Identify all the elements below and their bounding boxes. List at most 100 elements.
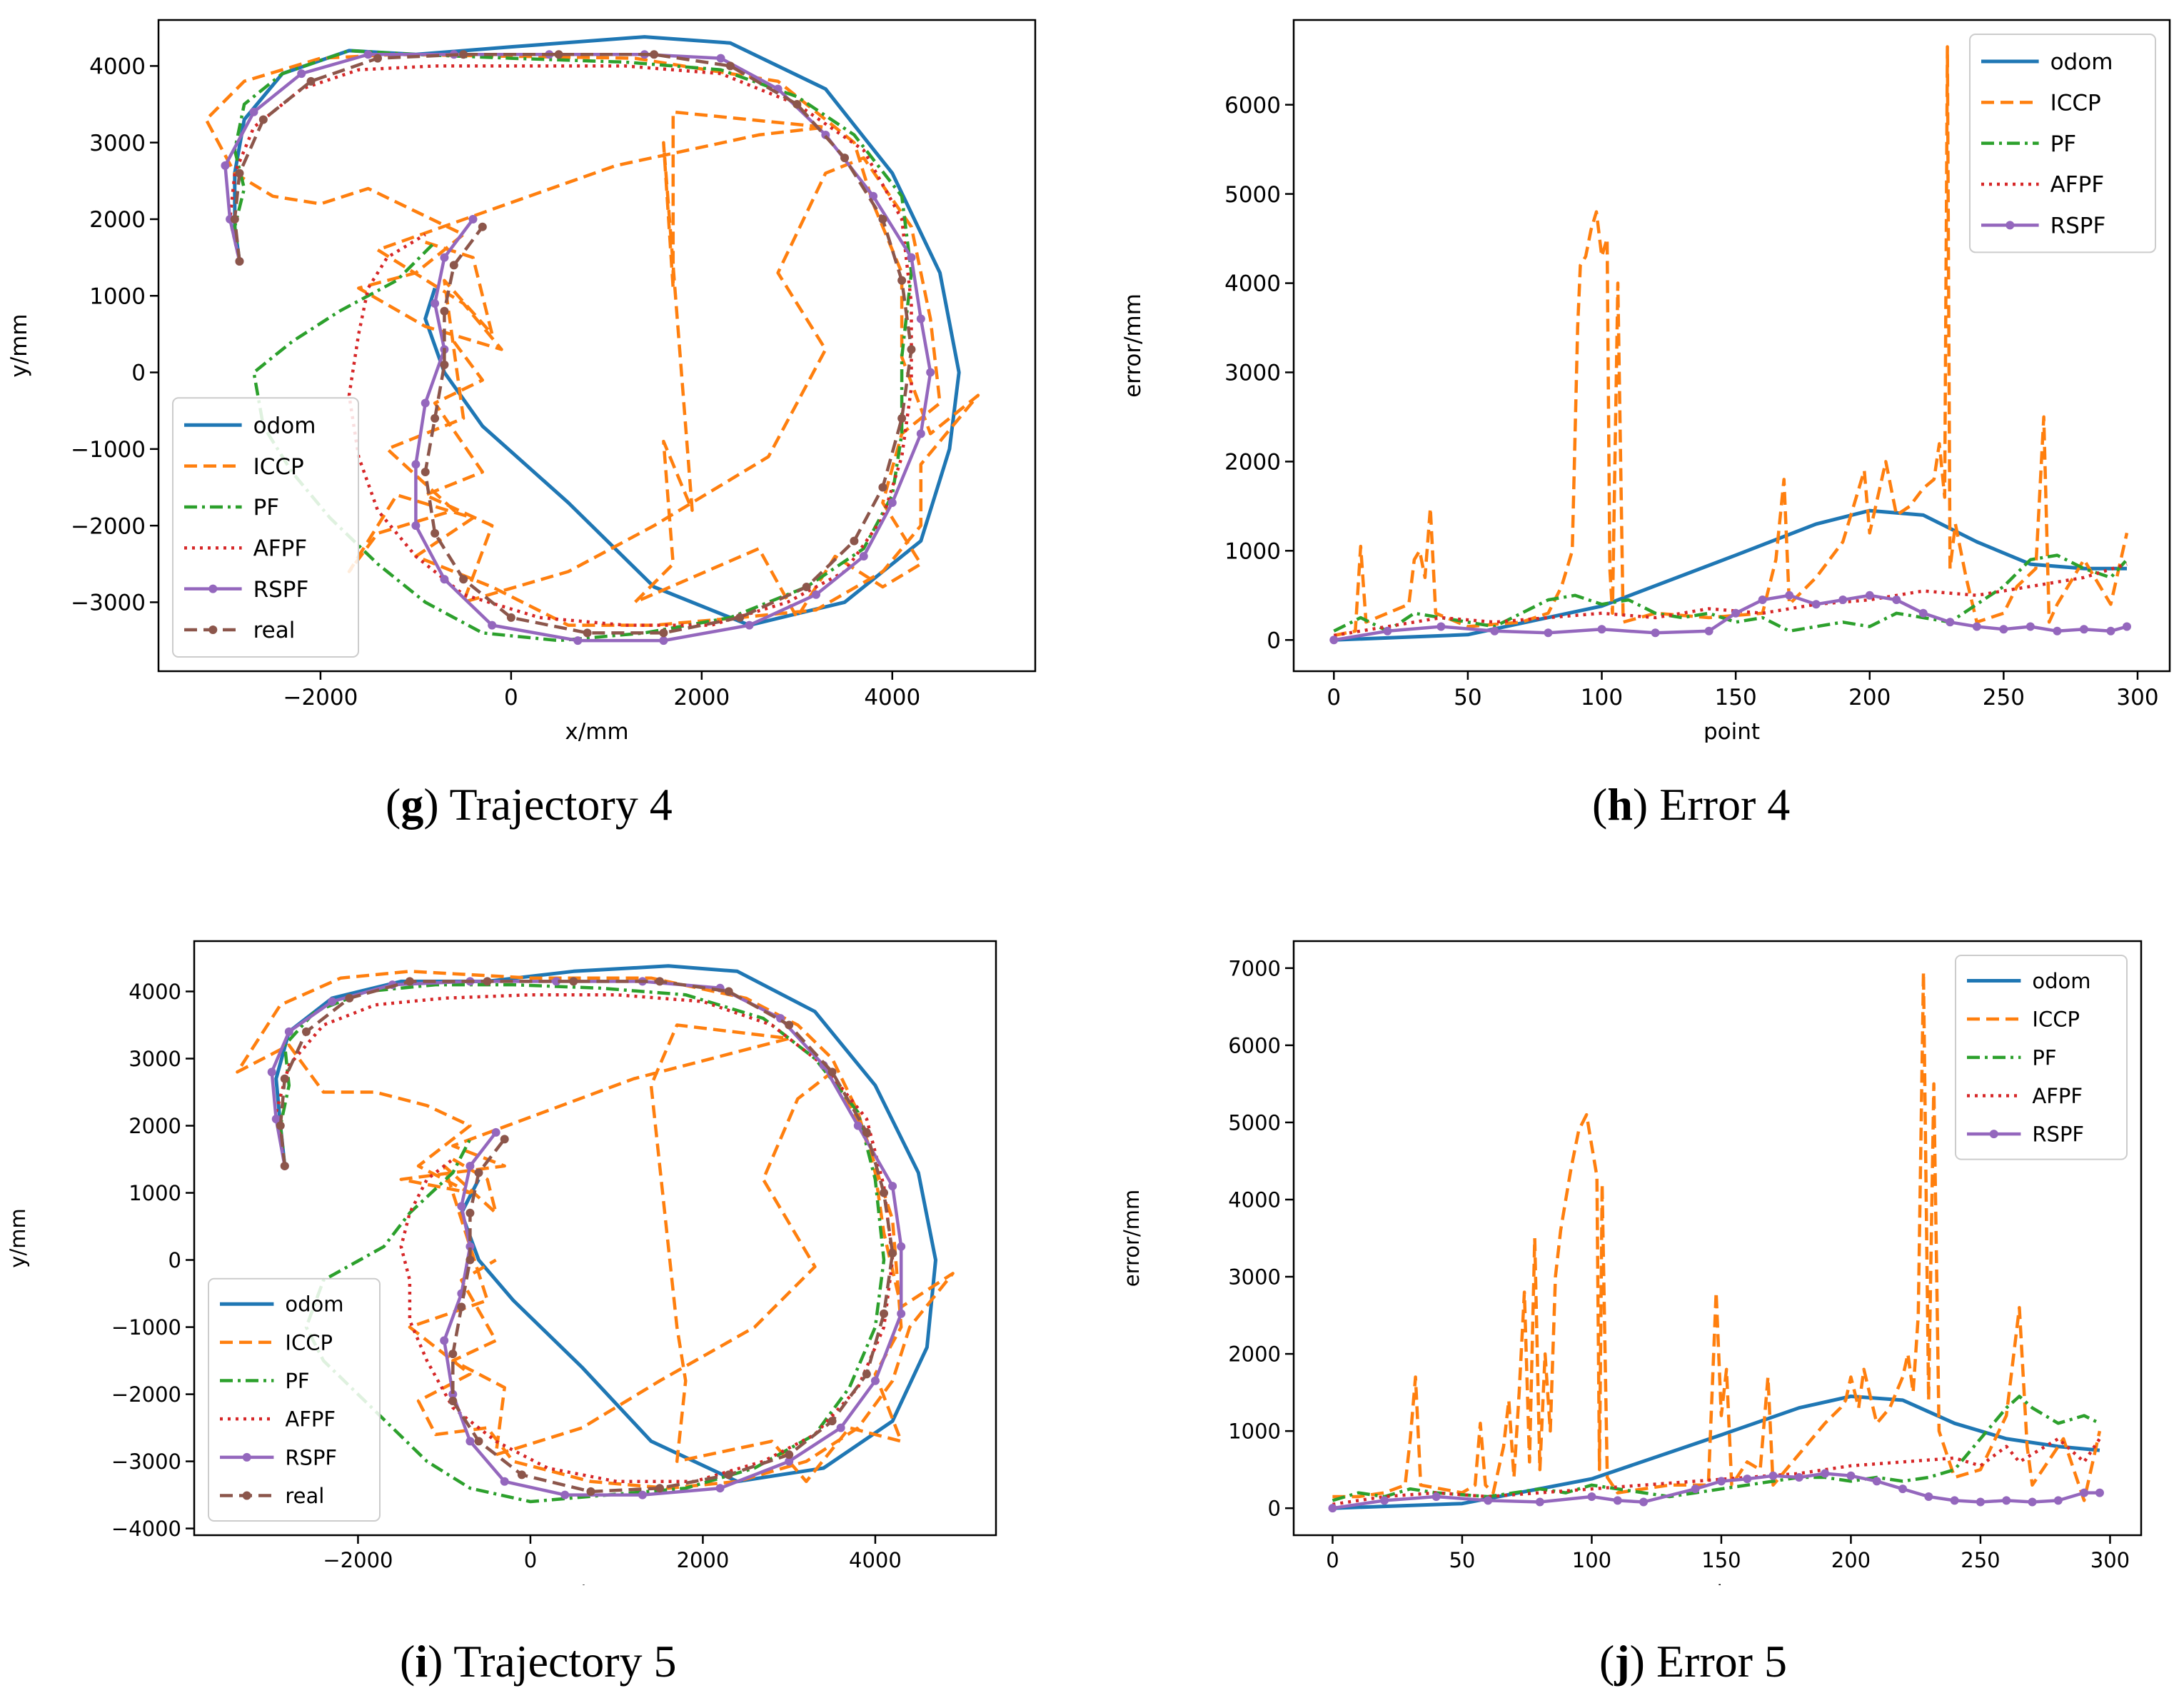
y-tick-label: 7000 — [1228, 956, 1281, 980]
series-rspf-point — [1436, 622, 1446, 631]
series-rspf-line — [1333, 593, 2128, 642]
series-rspf-point — [1613, 1496, 1622, 1505]
series-rspf-point — [440, 575, 449, 584]
series-rspf-point — [1544, 628, 1553, 638]
y-tick-label: 1000 — [129, 1181, 181, 1205]
series-real-point — [878, 483, 887, 492]
series-odom-line — [233, 35, 961, 628]
series-rspf-point — [440, 1336, 449, 1345]
series-rspf-point — [2106, 626, 2115, 636]
series-rspf-point — [221, 161, 230, 170]
y-tick-label: 3000 — [89, 131, 146, 156]
caption-error-4: (h) Error 4 — [1592, 779, 1791, 830]
series-real-point — [880, 1188, 889, 1197]
series-real-point — [448, 1350, 458, 1359]
series-rspf-point — [2053, 1496, 2063, 1505]
plot-frame — [1292, 19, 2171, 673]
series-real-point — [500, 1135, 509, 1144]
series-rspf-point — [1821, 1469, 1830, 1478]
chart-trajectory-5: −2000 0 2000 4000 −4000 −3000 −2000 −1000 0 1000 2… — [6, 940, 997, 1585]
series-rspf-point — [659, 636, 668, 645]
series-real-point — [440, 360, 449, 369]
series-real-point — [280, 1161, 289, 1170]
series-real-point — [827, 1417, 837, 1426]
y-tick-label: −1000 — [111, 1315, 181, 1340]
series-rspf-point — [2028, 1497, 2037, 1507]
series-rspf-point — [297, 69, 306, 79]
series-rspf-point — [440, 253, 449, 262]
series-rspf-point — [1535, 1497, 1544, 1507]
legend-marker-real — [208, 626, 218, 635]
legend-label-rspf: RSPF — [2032, 1122, 2084, 1147]
caption-text: Trajectory 4 — [449, 779, 673, 830]
series-real-point — [459, 575, 468, 584]
legend-label-real: real — [253, 618, 296, 643]
legend: odom ICCP PF AFPF RSPF real — [208, 1277, 381, 1522]
series-real-point — [650, 50, 659, 59]
series-rspf-point — [926, 368, 935, 377]
series-rspf-point — [1484, 1496, 1493, 1505]
y-tick-label: −3000 — [111, 1450, 181, 1474]
series-rspf-point — [1976, 1497, 1985, 1507]
legend-box — [172, 397, 359, 658]
series-rspf-point — [2002, 1496, 2011, 1505]
series-rspf-point — [466, 1437, 475, 1446]
series-real-point — [897, 413, 907, 423]
series-rspf-point — [328, 997, 337, 1006]
y-tick-label: 5000 — [1228, 1110, 1281, 1135]
y-axis-label: y/mm — [6, 313, 32, 377]
series-real-point — [725, 61, 735, 71]
y-tick-label: 6000 — [1224, 93, 1281, 119]
series-iccp-line — [1333, 45, 2129, 638]
series-iccp-line — [236, 970, 955, 1490]
x-tick-label: 100 — [1581, 685, 1623, 710]
y-tick-label: 4000 — [1224, 271, 1281, 297]
series-rspf-point — [916, 314, 925, 323]
y-tick-label: −2000 — [71, 513, 146, 539]
series-real-point — [586, 1487, 595, 1496]
series-rspf-point — [1380, 1496, 1389, 1505]
series-pf-line — [1332, 1395, 2100, 1502]
series-real-point — [276, 1121, 285, 1130]
series-rspf-point — [560, 1490, 570, 1499]
caption-letter: j — [1614, 1636, 1630, 1687]
y-tick-label: 4000 — [89, 54, 146, 80]
series-rspf-point — [1639, 1497, 1649, 1507]
x-tick-label: 50 — [1449, 1548, 1475, 1572]
caption-text: Error 5 — [1656, 1636, 1787, 1687]
series-rspf-point — [573, 636, 583, 645]
x-tick-label: 250 — [1983, 685, 2025, 710]
y-tick-label: 2000 — [89, 207, 146, 233]
series-real-point — [735, 613, 745, 622]
legend-label-odom: odom — [253, 413, 316, 438]
legend-label-afpf: AFPF — [2032, 1084, 2083, 1108]
series-real-point — [506, 613, 515, 622]
series-rspf-point — [1597, 625, 1606, 634]
series-rspf-point — [716, 54, 725, 63]
series-rspf-point — [1924, 1492, 1933, 1501]
y-tick-label: 4000 — [1228, 1187, 1281, 1212]
legend-label-odom: odom — [2050, 49, 2113, 75]
y-tick-label: 1000 — [1228, 1420, 1281, 1444]
series-pf-line — [1333, 553, 2128, 633]
series-rspf-point — [1846, 1471, 1856, 1480]
y-tick-label: −1000 — [71, 437, 146, 463]
series-rspf-point — [1946, 618, 1955, 627]
caption-letter: i — [415, 1636, 428, 1687]
y-tick-label: 5000 — [1224, 182, 1281, 208]
y-tick-label: 0 — [1267, 628, 1281, 653]
caption-trajectory-4: (g) Trajectory 4 — [386, 779, 673, 830]
series-rspf-point — [1691, 1485, 1700, 1494]
series-real-point — [235, 256, 244, 266]
x-tick-label: 0 — [1327, 685, 1341, 710]
series-rspf-point — [1872, 1477, 1881, 1486]
series-rspf-point — [1999, 625, 2008, 634]
series-real-point — [483, 977, 492, 986]
series-rspf-point — [897, 1309, 906, 1318]
series-real-point — [655, 977, 665, 986]
chart-error-4: 0 50 100 150 200 250 3000100020003000400050006… — [1120, 19, 2171, 743]
x-axis-label: x/mm — [565, 719, 628, 743]
series-real-point — [517, 1470, 526, 1480]
legend-label-iccp: ICCP — [253, 454, 304, 480]
legend-box — [1969, 34, 2156, 253]
